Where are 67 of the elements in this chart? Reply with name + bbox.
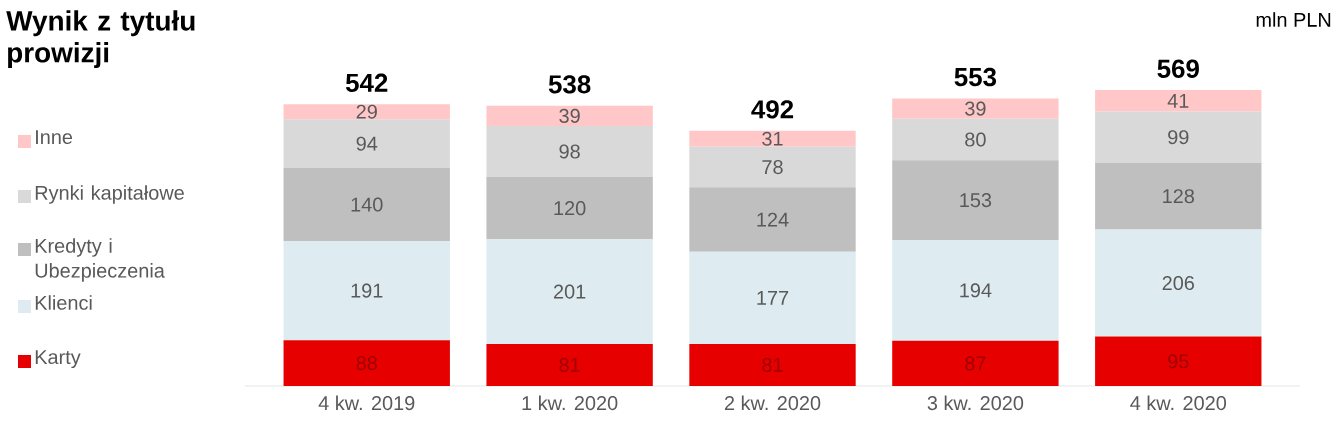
bar [1095,90,1262,112]
legend-label: Kredyty i Ubezpieczenia [35,238,165,282]
data-label: 41 [1167,93,1189,108]
data-label: 88 [356,356,377,371]
total-label: 553 [954,67,997,87]
data-label: 128 [1163,189,1195,204]
x-tick-label: 3 kw. 2020 [927,395,1024,411]
total-label: 492 [751,100,794,119]
bar [689,343,856,386]
data-label: 191 [351,283,383,298]
x-tick-label: 2 kw. 2020 [724,395,821,411]
chart-title: Wynik z tytułu prowizji [6,10,195,69]
bar [486,105,653,126]
legend-label: Rynki kapitałowe [35,185,184,204]
bar [892,118,1059,161]
bar [892,98,1059,119]
data-label: 80 [965,132,986,147]
data-label: 124 [757,212,789,227]
data-label: 177 [757,291,789,305]
x-tick-label: 4 kw. 2019 [318,395,415,411]
bar [892,340,1059,386]
bar [1095,162,1262,230]
data-label: 29 [356,104,377,119]
data-label: 81 [559,357,580,372]
bar [486,239,653,344]
data-label: 140 [351,197,383,212]
bar [1095,229,1262,337]
data-label: 81 [762,357,783,372]
bar [1095,111,1262,163]
data-label: 206 [1162,275,1195,291]
total-label: 542 [345,73,388,92]
bar [283,104,450,120]
data-label: 39 [559,108,580,123]
bar [689,251,856,344]
bar [283,240,450,341]
data-label: 95 [1168,354,1189,369]
bar [283,168,450,241]
bar [486,126,653,177]
data-label: 31 [762,131,783,146]
data-label: 39 [965,101,986,116]
total-label: 569 [1157,59,1199,78]
bar [892,239,1059,341]
data-label: 120 [554,201,586,216]
bar [283,119,450,169]
bar [689,130,856,147]
data-label: 98 [559,144,580,159]
bar [1095,336,1262,386]
x-tick-label: 1 kw. 2020 [522,395,618,411]
bar [486,343,653,386]
data-label: 194 [960,283,992,298]
bar [486,176,653,240]
bar [892,160,1059,240]
data-label: 94 [356,136,378,151]
legend-label: Karty [35,350,81,369]
data-label: 87 [965,356,986,371]
data-label: 153 [960,193,992,208]
text: mln PLN [1256,12,1331,27]
legend-label: Klienci [35,295,92,310]
total-label: 538 [548,75,591,94]
bar [689,187,856,252]
data-label: 78 [762,160,783,175]
data-label: 99 [1168,130,1189,145]
legend-label: Inne [36,130,73,145]
bar [283,340,450,386]
data-label: 201 [554,284,586,299]
bar [689,146,856,188]
x-tick-label: 4 kw. 2020 [1130,395,1227,411]
